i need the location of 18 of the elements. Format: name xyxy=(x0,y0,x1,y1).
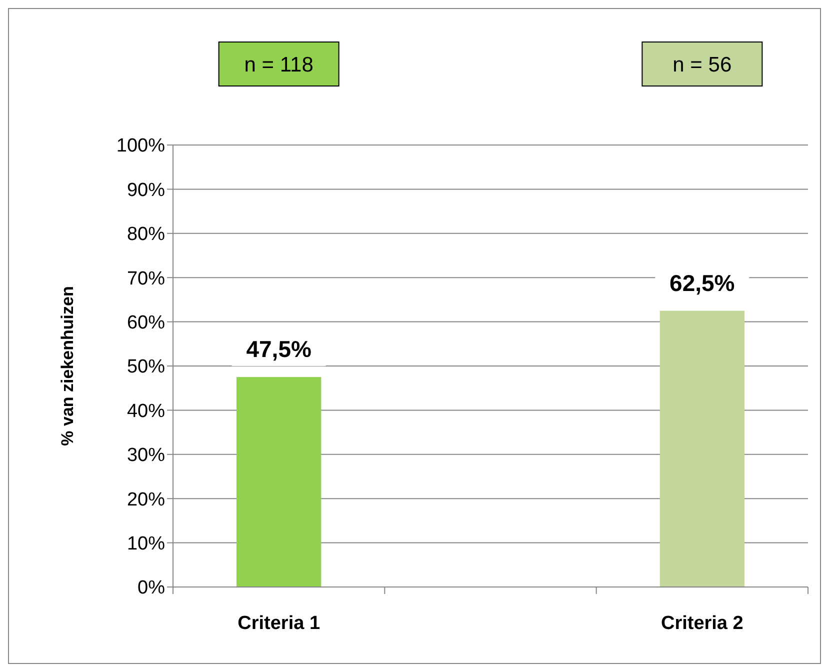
y-tick-label: 40% xyxy=(126,400,166,422)
x-tick-label: Criteria 1 xyxy=(238,613,320,634)
y-tick-label: 80% xyxy=(126,224,166,246)
y-tick-label: 0% xyxy=(138,578,166,599)
text: n = 118 xyxy=(244,53,314,76)
text: n = 56 xyxy=(672,53,732,76)
y-tick-label: 100% xyxy=(116,136,166,157)
y-axis-title: % van ziekenhuizen xyxy=(58,286,77,446)
x-tick-label: Criteria 2 xyxy=(660,613,744,634)
y-tick-label: 10% xyxy=(126,533,166,554)
y-tick-label: 20% xyxy=(126,489,166,510)
y-tick-label: 70% xyxy=(126,268,166,290)
data-label: 47,5% xyxy=(246,336,312,362)
y-tick-label: 30% xyxy=(126,445,166,466)
y-tick-label: 50% xyxy=(126,356,166,378)
y-tick-label: 60% xyxy=(126,312,166,334)
y-tick-label: 90% xyxy=(126,180,166,201)
data-label: 62,5% xyxy=(670,270,735,296)
